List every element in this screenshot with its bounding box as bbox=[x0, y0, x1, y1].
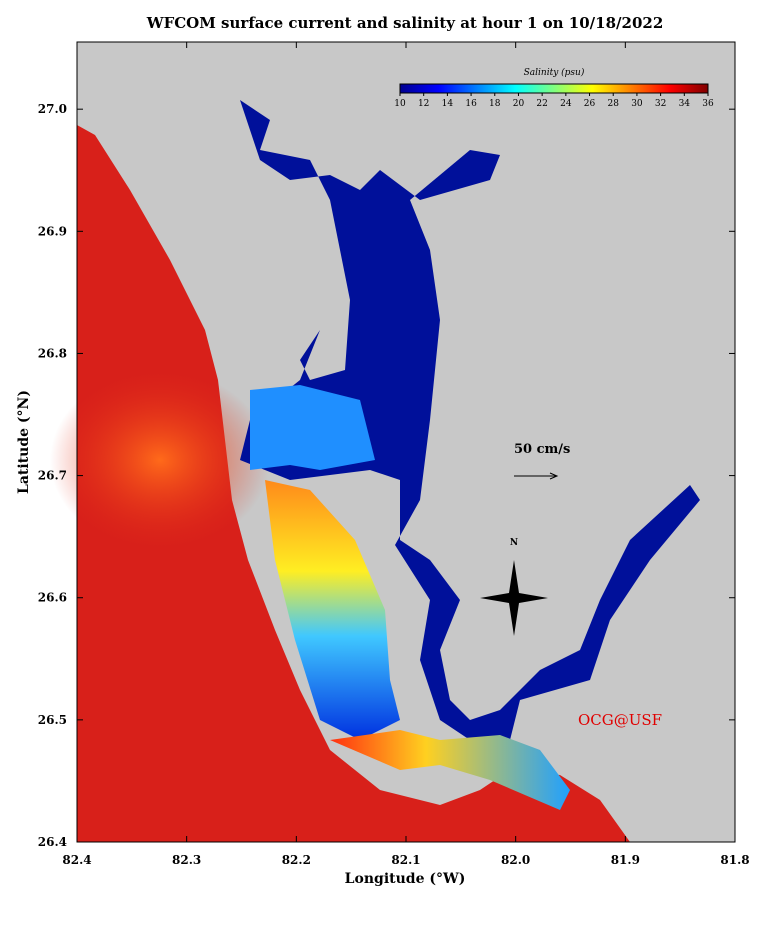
colorbar-tick-label: 34 bbox=[679, 99, 691, 109]
gulf-water bbox=[77, 125, 630, 842]
map-title: WFCOM surface current and salinity at ho… bbox=[146, 14, 664, 32]
colorbar-tick-label: 16 bbox=[465, 99, 477, 109]
x-tick-label: 82.2 bbox=[282, 853, 311, 867]
colorbar-title: Salinity (psu) bbox=[524, 67, 585, 78]
harbor-mouth bbox=[250, 385, 375, 470]
y-tick-label: 26.7 bbox=[38, 469, 67, 483]
bay-water bbox=[265, 480, 400, 740]
y-tick-label: 27.0 bbox=[38, 102, 67, 116]
y-tick-label: 26.9 bbox=[38, 224, 67, 238]
scale-label: 50 cm/s bbox=[514, 442, 570, 457]
compass-star bbox=[480, 560, 548, 636]
x-tick-label: 82.3 bbox=[172, 853, 201, 867]
colorbar-tick-label: 32 bbox=[655, 99, 666, 109]
colorbar-tick-label: 20 bbox=[513, 99, 525, 109]
colorbar-tick-label: 18 bbox=[489, 99, 501, 109]
colorbar-tick-label: 26 bbox=[584, 99, 596, 109]
map-area bbox=[50, 41, 736, 843]
y-tick-label: 26.8 bbox=[38, 346, 67, 360]
colorbar-tick-label: 10 bbox=[394, 99, 406, 109]
x-tick-label: 82.4 bbox=[62, 853, 91, 867]
y-axis-label: Latitude (°N) bbox=[16, 390, 32, 494]
salinity-blob bbox=[50, 370, 270, 550]
y-tick-label: 26.5 bbox=[38, 713, 67, 727]
pass-water bbox=[330, 730, 570, 810]
x-tick-label: 81.8 bbox=[720, 853, 749, 867]
colorbar-tick-label: 14 bbox=[442, 99, 454, 109]
x-tick-label: 82.0 bbox=[501, 853, 530, 867]
colorbar-tick-label: 28 bbox=[608, 99, 620, 109]
credit: OCG@USF bbox=[578, 711, 662, 729]
y-tick-label: 26.6 bbox=[38, 591, 67, 605]
x-tick-label: 82.1 bbox=[391, 853, 420, 867]
x-tick-label: 81.9 bbox=[611, 853, 640, 867]
colorbar bbox=[399, 83, 709, 94]
scale-arrow-head bbox=[549, 472, 559, 480]
north-label: N bbox=[510, 538, 518, 548]
colorbar-tick-label: 22 bbox=[536, 99, 547, 109]
harbor-water bbox=[240, 100, 700, 740]
x-axis-label: Longitude (°W) bbox=[345, 871, 466, 887]
colorbar-tick-label: 12 bbox=[418, 99, 429, 109]
colorbar-tick-label: 36 bbox=[702, 99, 714, 109]
colorbar-tick-label: 24 bbox=[560, 99, 572, 109]
colorbar-tick-label: 30 bbox=[631, 99, 643, 109]
y-tick-label: 26.4 bbox=[38, 835, 67, 849]
compass bbox=[480, 560, 548, 636]
